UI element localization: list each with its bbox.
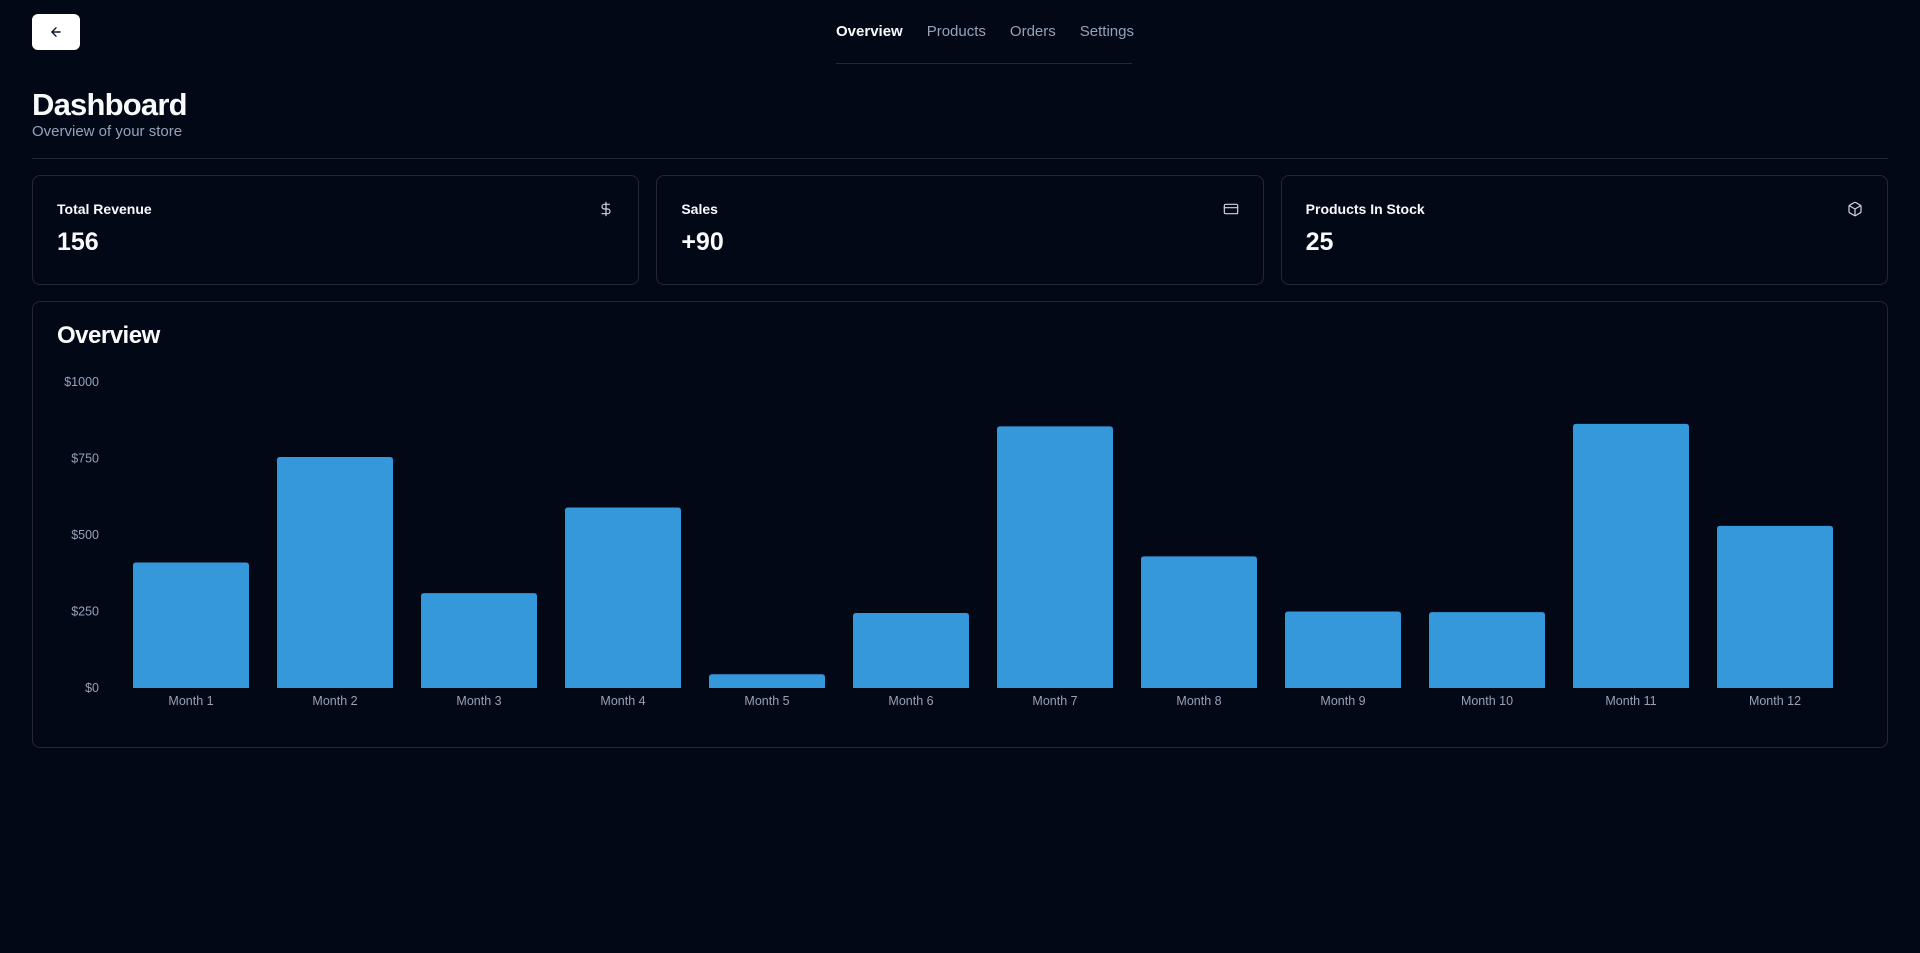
stat-cards: Total Revenue 156 Sales +90 Products In … (32, 175, 1888, 285)
card-value: +90 (681, 228, 724, 256)
y-tick-label: $750 (71, 452, 99, 466)
dollar-sign-icon (601, 201, 611, 217)
sales-card: Sales +90 (656, 175, 1264, 285)
bar-month-5[interactable] (709, 674, 825, 688)
page-subtitle: Overview of your store (32, 123, 183, 140)
card-label: Products In Stock (1305, 201, 1425, 217)
bar-month-7[interactable] (997, 426, 1113, 688)
x-tick-label: Month 11 (1605, 694, 1656, 708)
bar-month-6[interactable] (853, 613, 969, 688)
back-button[interactable] (32, 14, 80, 50)
x-tick-label: Month 6 (888, 694, 933, 708)
y-tick-label: $500 (71, 528, 99, 542)
package-icon (1848, 201, 1862, 217)
header-divider (32, 158, 1888, 159)
x-tick-label: Month 10 (1461, 694, 1513, 708)
x-tick-label: Month 3 (456, 694, 501, 708)
card-label: Total Revenue (57, 201, 152, 217)
bar-month-4[interactable] (565, 507, 681, 688)
x-tick-label: Month 7 (1032, 694, 1077, 708)
credit-card-icon (1223, 203, 1238, 215)
products-in-stock-card: Products In Stock 25 (1280, 175, 1888, 285)
nav-overview[interactable]: Overview (836, 23, 903, 40)
page-header: Dashboard Overview of your store (0, 64, 1920, 142)
x-tick-label: Month 5 (744, 694, 789, 708)
x-tick-label: Month 8 (1176, 694, 1221, 708)
main-nav: Overview Products Orders Settings (836, 18, 1134, 64)
y-tick-label: $0 (85, 681, 99, 695)
bar-month-2[interactable] (277, 456, 393, 688)
bar-month-3[interactable] (421, 593, 537, 688)
y-tick-label: $250 (71, 605, 99, 619)
x-tick-label: Month 2 (312, 694, 357, 708)
card-value: 25 (1305, 228, 1334, 256)
total-revenue-card: Total Revenue 156 (32, 175, 640, 285)
overview-panel: Overview $0 $250 $500 $750 $1000 Month 1 Month… (32, 301, 1888, 748)
y-tick-label: $1000 (64, 375, 99, 389)
x-tick-label: Month 12 (1749, 694, 1801, 708)
x-tick-label: Month 9 (1320, 694, 1365, 708)
arrow-left-icon (51, 27, 61, 37)
nav-settings[interactable]: Settings (1079, 23, 1134, 40)
bar-month-9[interactable] (1285, 611, 1401, 689)
bar-month-10[interactable] (1429, 612, 1545, 688)
card-value: 156 (57, 228, 99, 256)
revenue-bar-chart: $0 $250 $500 $750 $1000 Month 1 Month 2 Month 3… (64, 375, 1833, 708)
top-bar: Overview Products Orders Settings (0, 0, 1920, 64)
bar-month-12[interactable] (1717, 525, 1833, 688)
page-title: Dashboard (32, 87, 188, 122)
card-label: Sales (681, 201, 718, 217)
bar-month-1[interactable] (133, 562, 249, 688)
x-tick-label: Month 1 (168, 694, 213, 708)
bar-month-11[interactable] (1573, 423, 1689, 688)
bar-month-8[interactable] (1141, 556, 1257, 688)
nav-products[interactable]: Products (926, 23, 986, 40)
x-tick-label: Month 4 (600, 694, 645, 708)
nav-orders[interactable]: Orders (1009, 23, 1056, 40)
overview-title: Overview (57, 322, 160, 349)
